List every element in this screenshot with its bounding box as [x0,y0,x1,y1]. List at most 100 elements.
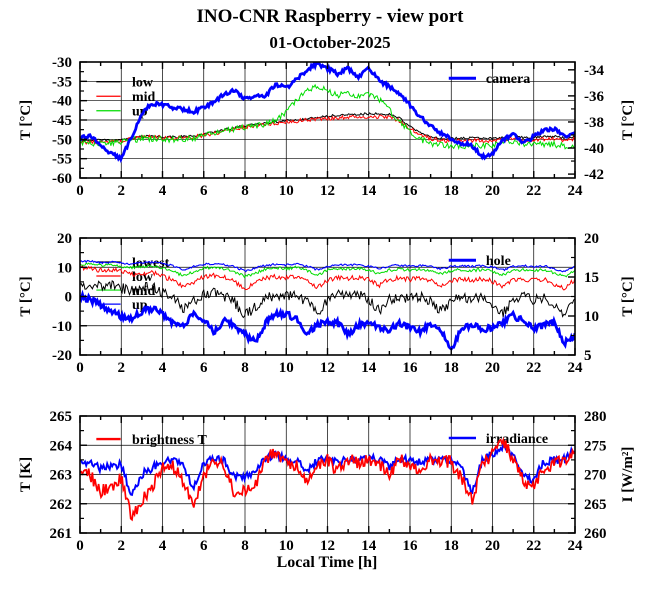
x-tick-label: 2 [118,183,126,199]
x-tick-label: 4 [159,183,167,199]
x-tick-label: 14 [361,538,377,554]
series-camera [80,62,575,164]
y-tick-label: 270 [584,468,607,484]
x-tick-label: 22 [526,360,541,376]
x-tick-label: 16 [403,538,419,554]
legend-label-brightness-T: brightness T [132,433,207,448]
y-tick-label: -36 [584,89,604,105]
x-tick-label: 24 [568,360,584,376]
x-tick-label: 8 [241,183,249,199]
y-tick-label: 10 [584,309,599,325]
x-tick-label: 12 [320,538,335,554]
x-tick-label: 4 [159,360,167,376]
y-tick-label: -10 [52,319,72,335]
x-tick-label: 22 [526,183,541,199]
x-tick-label: 18 [444,360,459,376]
x-tick-label: 24 [568,538,584,554]
y-tick-label: -55 [52,152,72,168]
series-lowest [80,280,575,319]
legend-label-mid: mid [132,284,156,299]
x-tick-label: 4 [159,538,167,554]
y-tick-label: 260 [584,526,607,542]
y-tick-label: 280 [584,409,607,425]
left-axis-label: T [°C] [18,100,34,140]
x-tick-label: 0 [76,360,84,376]
y-tick-label: 265 [584,497,607,513]
left-axis-label: T [°C] [18,276,34,316]
x-tick-label: 18 [444,538,459,554]
x-tick-label: 12 [320,183,335,199]
x-tick-label: 10 [279,183,294,199]
x-tick-label: 14 [361,360,377,376]
y-tick-label: -20 [52,348,72,364]
y-tick-label: -45 [52,113,72,129]
series-up [80,83,575,151]
series-mid [80,114,575,146]
x-axis-label: Local Time [h] [277,554,378,571]
x-tick-label: 16 [403,183,419,199]
x-tick-label: 10 [279,538,294,554]
chart-subtitle: 01-October-2025 [269,33,390,52]
x-tick-label: 20 [485,538,500,554]
x-tick-label: 6 [200,360,208,376]
legend-label-hole: hole [486,254,511,269]
legend-label-low: low [132,76,154,91]
y-tick-label: -50 [52,132,72,148]
series-low [80,264,575,291]
y-tick-label: -35 [52,74,72,90]
legend-label-mid: mid [132,90,156,105]
y-tick-label: 264 [50,438,73,454]
y-tick-label: 5 [584,348,592,364]
chart-title: INO-CNR Raspberry - view port [196,6,464,27]
x-tick-label: 8 [241,360,249,376]
x-tick-label: 6 [200,183,208,199]
legend-label-irradiance: irradiance [486,432,548,447]
y-tick-label: 15 [584,270,599,286]
y-tick-label: 265 [50,409,73,425]
y-tick-label: 20 [584,231,599,247]
legend-label-up: up [132,105,148,120]
y-tick-label: 20 [57,231,72,247]
x-tick-label: 24 [568,183,584,199]
x-tick-label: 0 [76,183,84,199]
x-tick-label: 20 [485,360,500,376]
y-tick-label: -30 [52,55,72,71]
y-tick-label: -60 [52,171,72,187]
y-tick-label: 261 [50,526,73,542]
y-tick-label: 262 [50,497,73,513]
y-tick-label: -34 [584,63,604,79]
series-mid [80,262,575,279]
y-tick-label: 10 [57,260,72,276]
series-up [80,259,575,273]
y-tick-label: 0 [65,290,73,306]
right-axis-label: T [°C] [620,100,636,140]
series-hole [80,289,575,352]
left-axis-label: T [K] [18,457,34,492]
y-tick-label: -40 [584,141,604,157]
x-tick-label: 10 [279,360,294,376]
x-tick-label: 2 [118,360,126,376]
x-tick-label: 2 [118,538,126,554]
right-axis-label: I [W/m²] [620,447,636,503]
y-tick-label: 275 [584,438,607,454]
x-tick-label: 12 [320,360,335,376]
y-tick-label: -40 [52,94,72,110]
x-tick-label: 18 [444,183,459,199]
y-tick-label: -42 [584,167,604,183]
x-tick-label: 16 [403,360,419,376]
x-tick-label: 20 [485,183,500,199]
x-tick-label: 14 [361,183,377,199]
y-tick-label: -38 [584,115,604,131]
x-tick-label: 6 [200,538,208,554]
legend-label-camera: camera [486,72,530,87]
x-tick-label: 22 [526,538,541,554]
right-axis-label: T [°C] [620,276,636,316]
series-low [80,112,575,143]
series-brightness-T [80,436,575,522]
